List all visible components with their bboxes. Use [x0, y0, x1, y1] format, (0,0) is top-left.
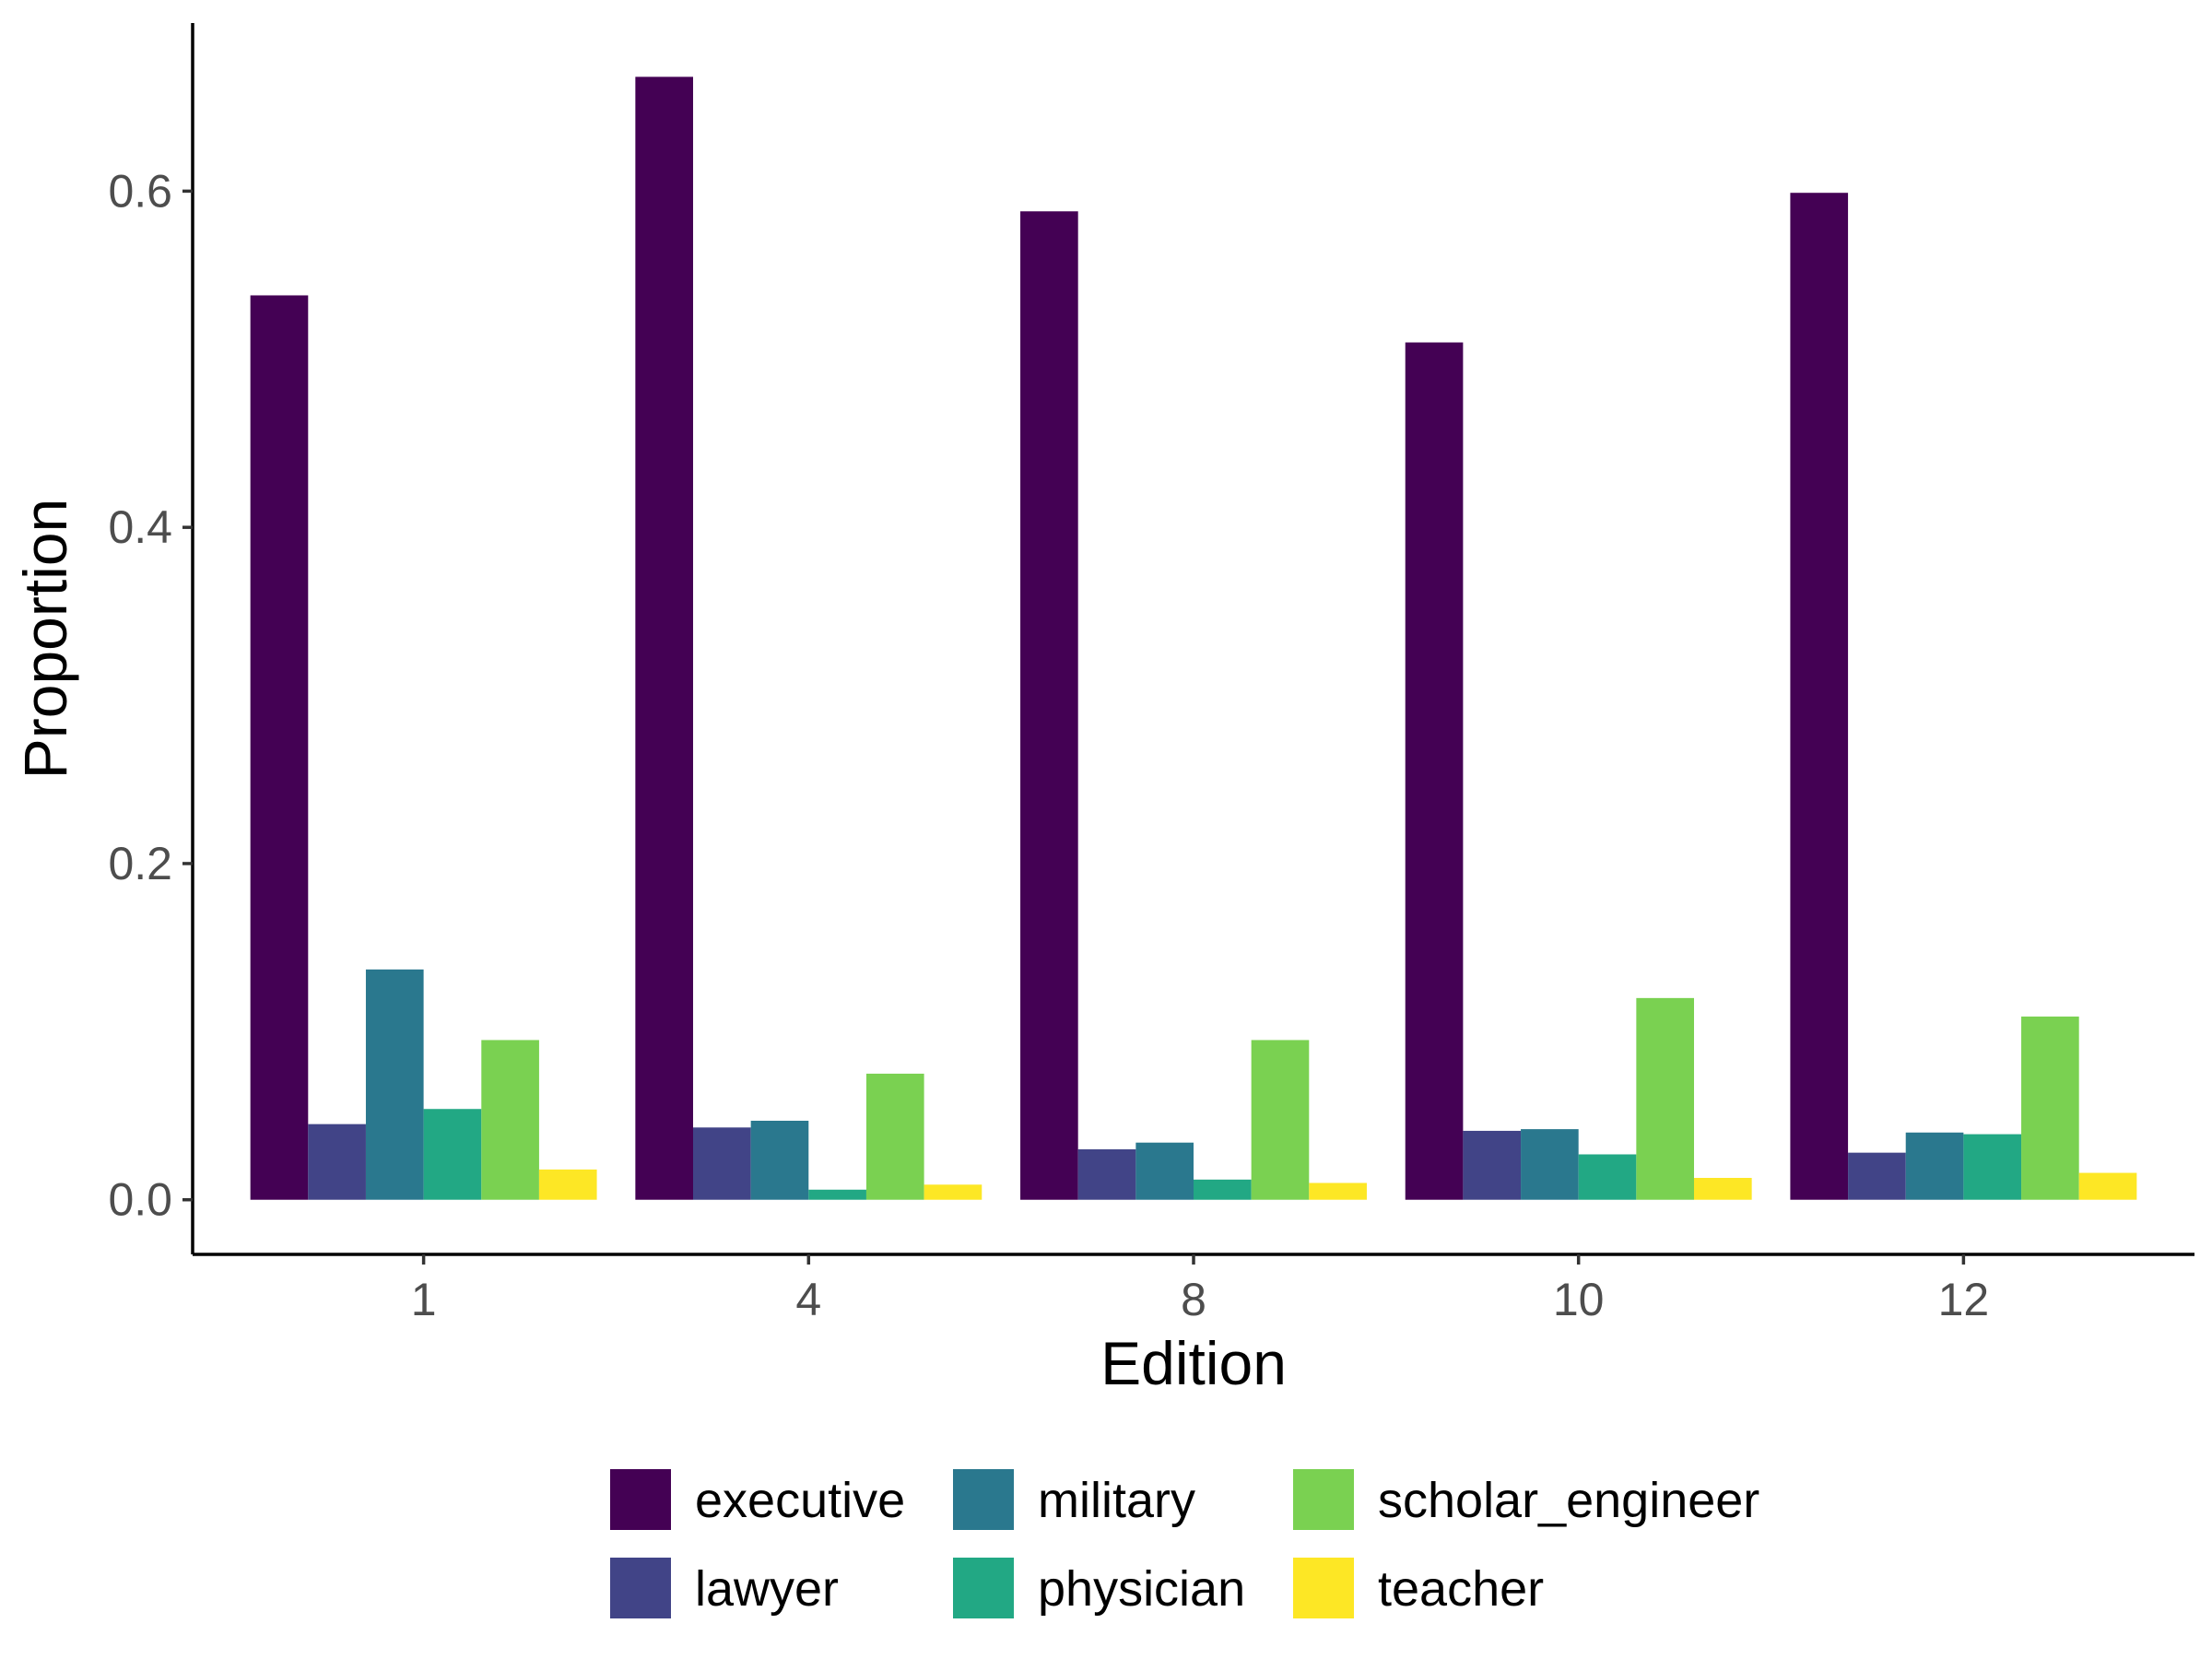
bar-teacher-edition-10 [1694, 1178, 1752, 1200]
legend-key-teacher [1293, 1558, 1354, 1618]
bar-military-edition-8 [1135, 1142, 1194, 1200]
y-tick-label: 0.0 [108, 1174, 172, 1226]
y-tick-label: 0.2 [108, 838, 172, 889]
bar-scholar_engineer-edition-4 [865, 1073, 924, 1200]
x-tick-label: 4 [795, 1274, 821, 1325]
y-tick-label: 0.6 [108, 165, 172, 217]
x-tick-label: 10 [1553, 1274, 1605, 1325]
legend-key-military [953, 1469, 1014, 1530]
y-ticks: 0.0 0.2 0.4 0.6 [108, 165, 193, 1226]
bar-lawyer-edition-8 [1077, 1149, 1136, 1200]
legend: executive lawyer military physician scholar_… [610, 1469, 1759, 1618]
bar-lawyer-edition-10 [1463, 1130, 1522, 1200]
legend-label-military: military [1038, 1473, 1195, 1528]
bar-military-edition-12 [1905, 1132, 1964, 1200]
bar-scholar_engineer-edition-10 [1636, 997, 1694, 1200]
bar-teacher-edition-8 [1309, 1182, 1367, 1200]
x-tick-label: 1 [411, 1274, 437, 1325]
bar-executive-edition-10 [1405, 342, 1464, 1200]
bar-lawyer-edition-4 [693, 1127, 751, 1200]
bar-teacher-edition-12 [2078, 1172, 2137, 1200]
x-tick-label: 12 [1938, 1274, 1990, 1325]
bar-executive-edition-4 [635, 76, 693, 1200]
bar-scholar_engineer-edition-1 [481, 1040, 539, 1200]
bar-lawyer-edition-12 [1848, 1152, 1906, 1200]
legend-label-teacher: teacher [1378, 1561, 1544, 1617]
x-axis-title: Edition [1100, 1329, 1287, 1397]
legend-label-lawyer: lawyer [695, 1561, 839, 1617]
bar-scholar_engineer-edition-12 [2021, 1016, 2079, 1200]
bar-scholar_engineer-edition-8 [1251, 1040, 1310, 1200]
bar-military-edition-4 [750, 1121, 809, 1200]
bar-teacher-edition-1 [538, 1169, 597, 1200]
legend-label-physician: physician [1038, 1561, 1245, 1617]
bar-physician-edition-12 [1963, 1134, 2022, 1200]
bar-physician-edition-8 [1194, 1179, 1252, 1200]
legend-key-lawyer [610, 1558, 671, 1618]
x-ticks: 1 4 8 10 12 [411, 1254, 1989, 1325]
legend-key-executive [610, 1469, 671, 1530]
bars-layer [250, 76, 2137, 1200]
legend-key-physician [953, 1558, 1014, 1618]
bar-executive-edition-12 [1790, 193, 1849, 1200]
bar-lawyer-edition-1 [308, 1124, 366, 1200]
legend-key-scholar_engineer [1293, 1469, 1354, 1530]
x-tick-label: 8 [1181, 1274, 1206, 1325]
bar-physician-edition-10 [1578, 1154, 1637, 1200]
bar-teacher-edition-4 [924, 1184, 982, 1200]
legend-label-scholar_engineer: scholar_engineer [1378, 1473, 1759, 1528]
legend-label-executive: executive [695, 1473, 905, 1528]
y-axis-title: Proportion [11, 499, 79, 780]
y-tick-label: 0.4 [108, 501, 172, 553]
bar-executive-edition-8 [1020, 211, 1078, 1200]
bar-physician-edition-1 [423, 1109, 482, 1200]
bar-executive-edition-1 [250, 295, 309, 1200]
bar-military-edition-10 [1521, 1129, 1579, 1200]
bar-physician-edition-4 [808, 1189, 866, 1200]
bar-military-edition-1 [365, 969, 424, 1200]
